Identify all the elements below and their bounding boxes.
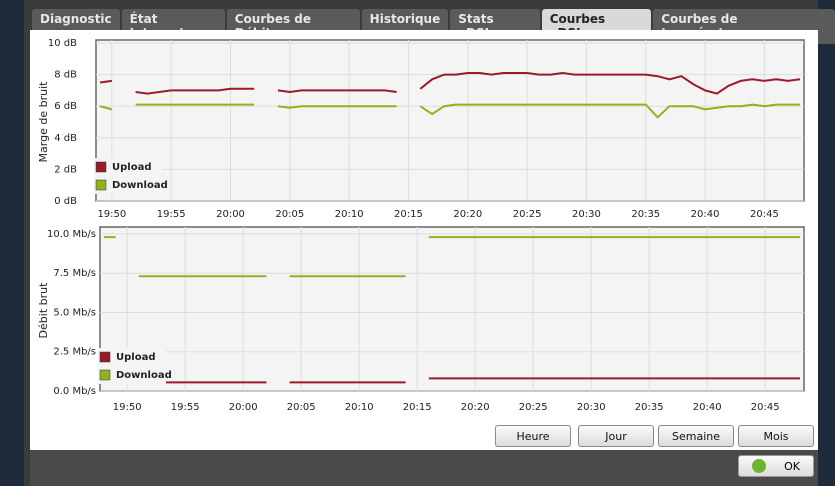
range-button[interactable]: Mois [738, 425, 814, 447]
x-tick-label: 20:20 [461, 402, 490, 413]
legend-label: Upload [112, 162, 151, 173]
y-tick-label: 10.0 Mb/s [47, 229, 96, 240]
y-axis-title: Débit brut [37, 282, 50, 339]
x-tick-label: 20:30 [577, 402, 606, 413]
x-tick-label: 19:50 [113, 402, 142, 413]
x-tick-label: 20:20 [453, 209, 482, 220]
legend-swatch [99, 369, 111, 381]
y-tick-label: 0 dB [54, 196, 77, 207]
x-tick-label: 20:30 [572, 209, 601, 220]
y-tick-label: 2.5 Mb/s [53, 347, 96, 358]
x-tick-label: 20:45 [751, 402, 780, 413]
legend-swatch [99, 351, 111, 363]
range-button[interactable]: Semaine [658, 425, 734, 447]
ok-label: OK [784, 459, 800, 473]
y-tick-label: 5.0 Mb/s [53, 307, 96, 318]
series-line [104, 236, 800, 278]
y-tick-label: 10 dB [48, 38, 77, 49]
x-tick-label: 20:25 [513, 209, 542, 220]
x-tick-label: 19:50 [97, 209, 126, 220]
x-tick-label: 20:00 [229, 402, 258, 413]
x-tick-label: 20:40 [691, 209, 720, 220]
x-tick-label: 20:15 [394, 209, 423, 220]
y-axis-title: Marge de bruit [37, 81, 50, 163]
x-tick-label: 20:05 [287, 402, 316, 413]
legend-label: Download [116, 370, 172, 381]
y-tick-label: 0.0 Mb/s [53, 386, 96, 397]
x-tick-label: 20:40 [693, 402, 722, 413]
series-line [99, 71, 801, 95]
legend-label: Download [112, 180, 168, 191]
y-tick-label: 7.5 Mb/s [53, 268, 96, 279]
x-tick-label: 20:05 [275, 209, 304, 220]
y-tick-label: 6 dB [54, 101, 77, 112]
range-button[interactable]: Heure [495, 425, 571, 447]
range-button[interactable]: Jour [578, 425, 654, 447]
x-tick-label: 20:10 [335, 209, 364, 220]
x-tick-label: 20:35 [631, 209, 660, 220]
x-tick-label: 19:55 [171, 402, 200, 413]
y-tick-label: 2 dB [54, 164, 77, 175]
ok-icon [752, 459, 767, 473]
series-line [99, 103, 800, 119]
x-tick-label: 19:55 [157, 209, 186, 220]
plot-area [99, 226, 805, 392]
ok-button[interactable]: OK [738, 455, 814, 477]
x-tick-label: 20:15 [403, 402, 432, 413]
y-tick-label: 8 dB [54, 70, 77, 81]
x-tick-label: 20:00 [216, 209, 245, 220]
legend-swatch [95, 161, 107, 173]
plot-area [95, 39, 805, 202]
y-tick-label: 4 dB [54, 133, 77, 144]
x-tick-label: 20:25 [519, 402, 548, 413]
legend-label: Upload [116, 352, 155, 363]
bottom-bar [30, 450, 818, 486]
legend-swatch [95, 179, 107, 191]
x-tick-label: 20:35 [635, 402, 664, 413]
x-tick-label: 20:45 [750, 209, 779, 220]
x-tick-label: 20:10 [345, 402, 374, 413]
